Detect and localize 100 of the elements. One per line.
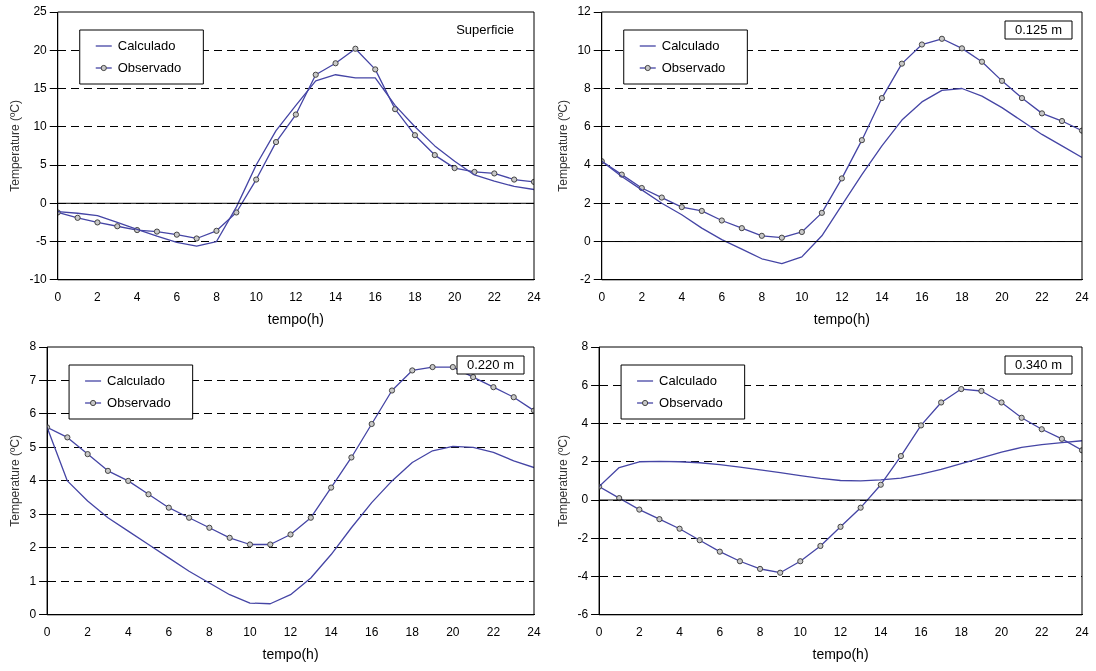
- x-tick-label: 8: [213, 290, 221, 305]
- x-tick-label: 14: [328, 290, 343, 305]
- y-axis-title: Temperature (ºC): [555, 100, 570, 192]
- x-tick-label: 8: [206, 625, 214, 640]
- x-tick-label: 16: [915, 290, 929, 305]
- x-tick-label: 2: [94, 290, 102, 305]
- y-tick-label: 15: [33, 80, 48, 95]
- x-tick-label: 18: [955, 290, 969, 305]
- y-axis-title: Temperature (ºC): [555, 435, 570, 527]
- legend-label: Calculado: [659, 372, 717, 388]
- annotation: Superficie: [456, 21, 514, 37]
- x-tick-label: 0: [54, 290, 62, 305]
- x-tick-label: 20: [994, 625, 1009, 640]
- y-tick-label: 1: [29, 573, 37, 588]
- x-tick-label: 6: [718, 290, 726, 305]
- x-tick-label: 22: [486, 625, 501, 640]
- x-tick-label: 22: [1035, 625, 1049, 640]
- y-tick-label: 10: [33, 119, 48, 134]
- x-tick-label: 20: [995, 290, 1009, 305]
- x-tick-label: 6: [173, 290, 181, 305]
- legend-label: Calculado: [107, 372, 165, 388]
- x-tick-label: 24: [1075, 625, 1089, 640]
- y-tick-label: -6: [577, 607, 589, 622]
- x-tick-label: 2: [638, 290, 646, 305]
- y-tick-label: 3: [29, 506, 37, 521]
- y-tick-label: 8: [584, 80, 592, 95]
- x-tick-label: 14: [324, 625, 339, 640]
- y-tick-label: -2: [577, 530, 589, 545]
- x-tick-label: 4: [678, 290, 686, 305]
- y-tick-label: 7: [29, 372, 37, 387]
- y-tick-label: 0: [40, 195, 48, 210]
- x-tick-label: 10: [793, 625, 808, 640]
- y-tick-label: 10: [577, 42, 592, 57]
- x-tick-label: 14: [875, 290, 889, 305]
- y-tick-label: 2: [29, 540, 37, 555]
- x-tick-label: 2: [635, 625, 643, 640]
- x-tick-label: 0: [598, 290, 606, 305]
- y-tick-label: 6: [29, 406, 37, 421]
- x-axis-title: tempo(h): [262, 646, 319, 663]
- x-tick-label: 6: [716, 625, 724, 640]
- x-tick-label: 2: [84, 625, 92, 640]
- x-axis-title: tempo(h): [812, 646, 869, 663]
- x-tick-label: 4: [124, 625, 132, 640]
- x-tick-label: 0: [595, 625, 603, 640]
- x-tick-label: 4: [133, 290, 141, 305]
- legend-label: Observado: [117, 59, 182, 75]
- x-tick-label: 20: [447, 290, 462, 305]
- x-tick-label: 12: [835, 290, 849, 305]
- annotation: 0.125 m: [1015, 21, 1063, 37]
- y-tick-label: 8: [581, 339, 589, 354]
- x-tick-label: 24: [1075, 290, 1089, 305]
- x-tick-label: 10: [243, 625, 257, 640]
- x-tick-label: 10: [795, 290, 809, 305]
- y-tick-label: 6: [584, 119, 592, 134]
- x-tick-label: 16: [365, 625, 379, 640]
- y-axis-title: Temperature (ºC): [7, 435, 22, 527]
- x-tick-label: 8: [758, 290, 766, 305]
- y-tick-label: 5: [29, 439, 37, 454]
- x-axis-title: tempo(h): [813, 311, 870, 328]
- x-tick-label: 18: [954, 625, 969, 640]
- y-tick-label: 2: [584, 195, 592, 210]
- x-tick-label: 24: [527, 625, 541, 640]
- y-tick-label: 8: [29, 339, 37, 354]
- x-tick-label: 4: [676, 625, 684, 640]
- y-tick-label: -4: [577, 568, 589, 583]
- y-tick-label: 4: [584, 157, 592, 172]
- y-tick-label: -10: [29, 272, 48, 287]
- y-tick-label: -2: [580, 272, 592, 287]
- y-axis-title: Temperature (ºC): [7, 100, 22, 192]
- x-tick-label: 12: [289, 290, 303, 305]
- x-tick-label: 12: [283, 625, 298, 640]
- y-tick-label: 2: [581, 454, 589, 469]
- y-tick-label: 0: [584, 233, 592, 248]
- x-tick-label: 16: [368, 290, 383, 305]
- x-tick-label: 22: [487, 290, 502, 305]
- legend-label: Calculado: [661, 37, 720, 53]
- y-tick-label: 5: [40, 157, 48, 172]
- x-tick-label: 6: [165, 625, 173, 640]
- legend-label: Observado: [661, 59, 726, 75]
- x-tick-label: 12: [833, 625, 848, 640]
- x-tick-label: 16: [914, 625, 929, 640]
- y-tick-label: 4: [581, 415, 589, 430]
- y-tick-label: 20: [33, 42, 48, 57]
- x-tick-label: 18: [408, 290, 422, 305]
- y-tick-label: 0: [581, 492, 589, 507]
- y-tick-label: 4: [29, 473, 37, 488]
- x-tick-label: 20: [446, 625, 460, 640]
- x-tick-label: 24: [527, 290, 541, 305]
- y-tick-label: 12: [577, 4, 592, 19]
- legend-label: Observado: [107, 394, 171, 410]
- x-tick-label: 22: [1035, 290, 1049, 305]
- legend-label: Observado: [659, 394, 723, 410]
- y-tick-label: 6: [581, 377, 589, 392]
- annotation: 0.340 m: [1015, 356, 1063, 372]
- x-tick-label: 18: [405, 625, 420, 640]
- legend-label: Calculado: [117, 37, 176, 53]
- x-tick-label: 10: [249, 290, 264, 305]
- y-tick-label: 0: [29, 607, 37, 622]
- y-tick-label: -5: [36, 233, 48, 248]
- annotation: 0.220 m: [467, 356, 515, 372]
